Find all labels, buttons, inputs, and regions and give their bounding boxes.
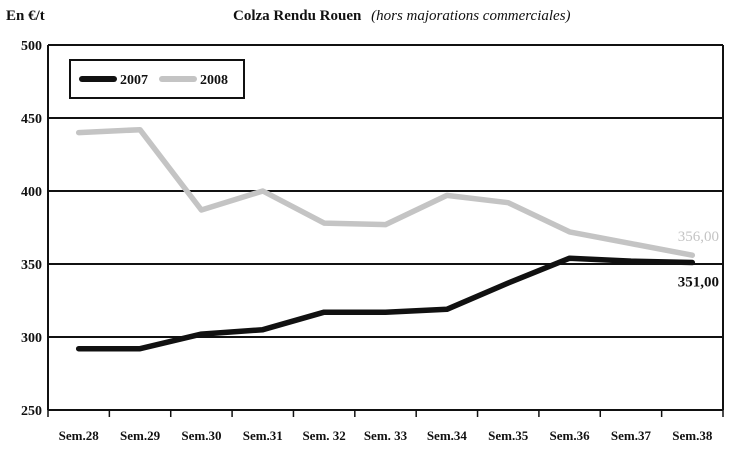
- x-tick-label: Sem. 33: [364, 428, 408, 443]
- axis-ticks: 250 300 350 400 450 500 Sem.28 Sem.29 Sem.30 Sem.…: [21, 39, 724, 443]
- series-lines: [75, 126, 696, 352]
- y-tick-label: 450: [21, 112, 42, 127]
- y-axis-label: En €/t: [6, 8, 45, 24]
- y-tick-label: 300: [21, 331, 42, 346]
- y-tick-label: 350: [21, 258, 42, 273]
- x-tick-label: Sem.30: [181, 428, 221, 443]
- x-tick-label: Sem.37: [611, 428, 652, 443]
- legend-label-2008: 2008: [200, 73, 228, 88]
- y-tick-label: 500: [21, 39, 42, 54]
- x-tick-label: Sem. 32: [302, 428, 345, 443]
- grid: [47, 44, 724, 411]
- data-labels: 356,00 351,00: [678, 229, 719, 290]
- x-tick-label: Sem.31: [243, 428, 283, 443]
- x-tick-label: Sem.29: [120, 428, 161, 443]
- chart-title: Colza Rendu Rouen (hors majorations comm…: [233, 8, 571, 24]
- x-tick-label: Sem.35: [488, 428, 529, 443]
- y-tick-label: 250: [21, 404, 42, 419]
- legend-label-2007: 2007: [120, 73, 148, 88]
- x-tick-label: Sem.28: [59, 428, 100, 443]
- x-tick-label: Sem.34: [427, 428, 468, 443]
- y-tick-label: 400: [21, 185, 42, 200]
- data-label-2007: 351,00: [678, 275, 719, 291]
- series-line-2008: [75, 126, 696, 258]
- chart-subtitle: (hors majorations commerciales): [371, 8, 570, 24]
- data-label-2008: 356,00: [678, 229, 719, 245]
- legend: 2007 2008: [69, 59, 245, 99]
- series-line-2007: [75, 255, 696, 352]
- x-tick-label: Sem.38: [672, 428, 713, 443]
- x-tick-label: Sem.36: [550, 428, 591, 443]
- chart-title-main: Colza Rendu Rouen: [233, 8, 362, 24]
